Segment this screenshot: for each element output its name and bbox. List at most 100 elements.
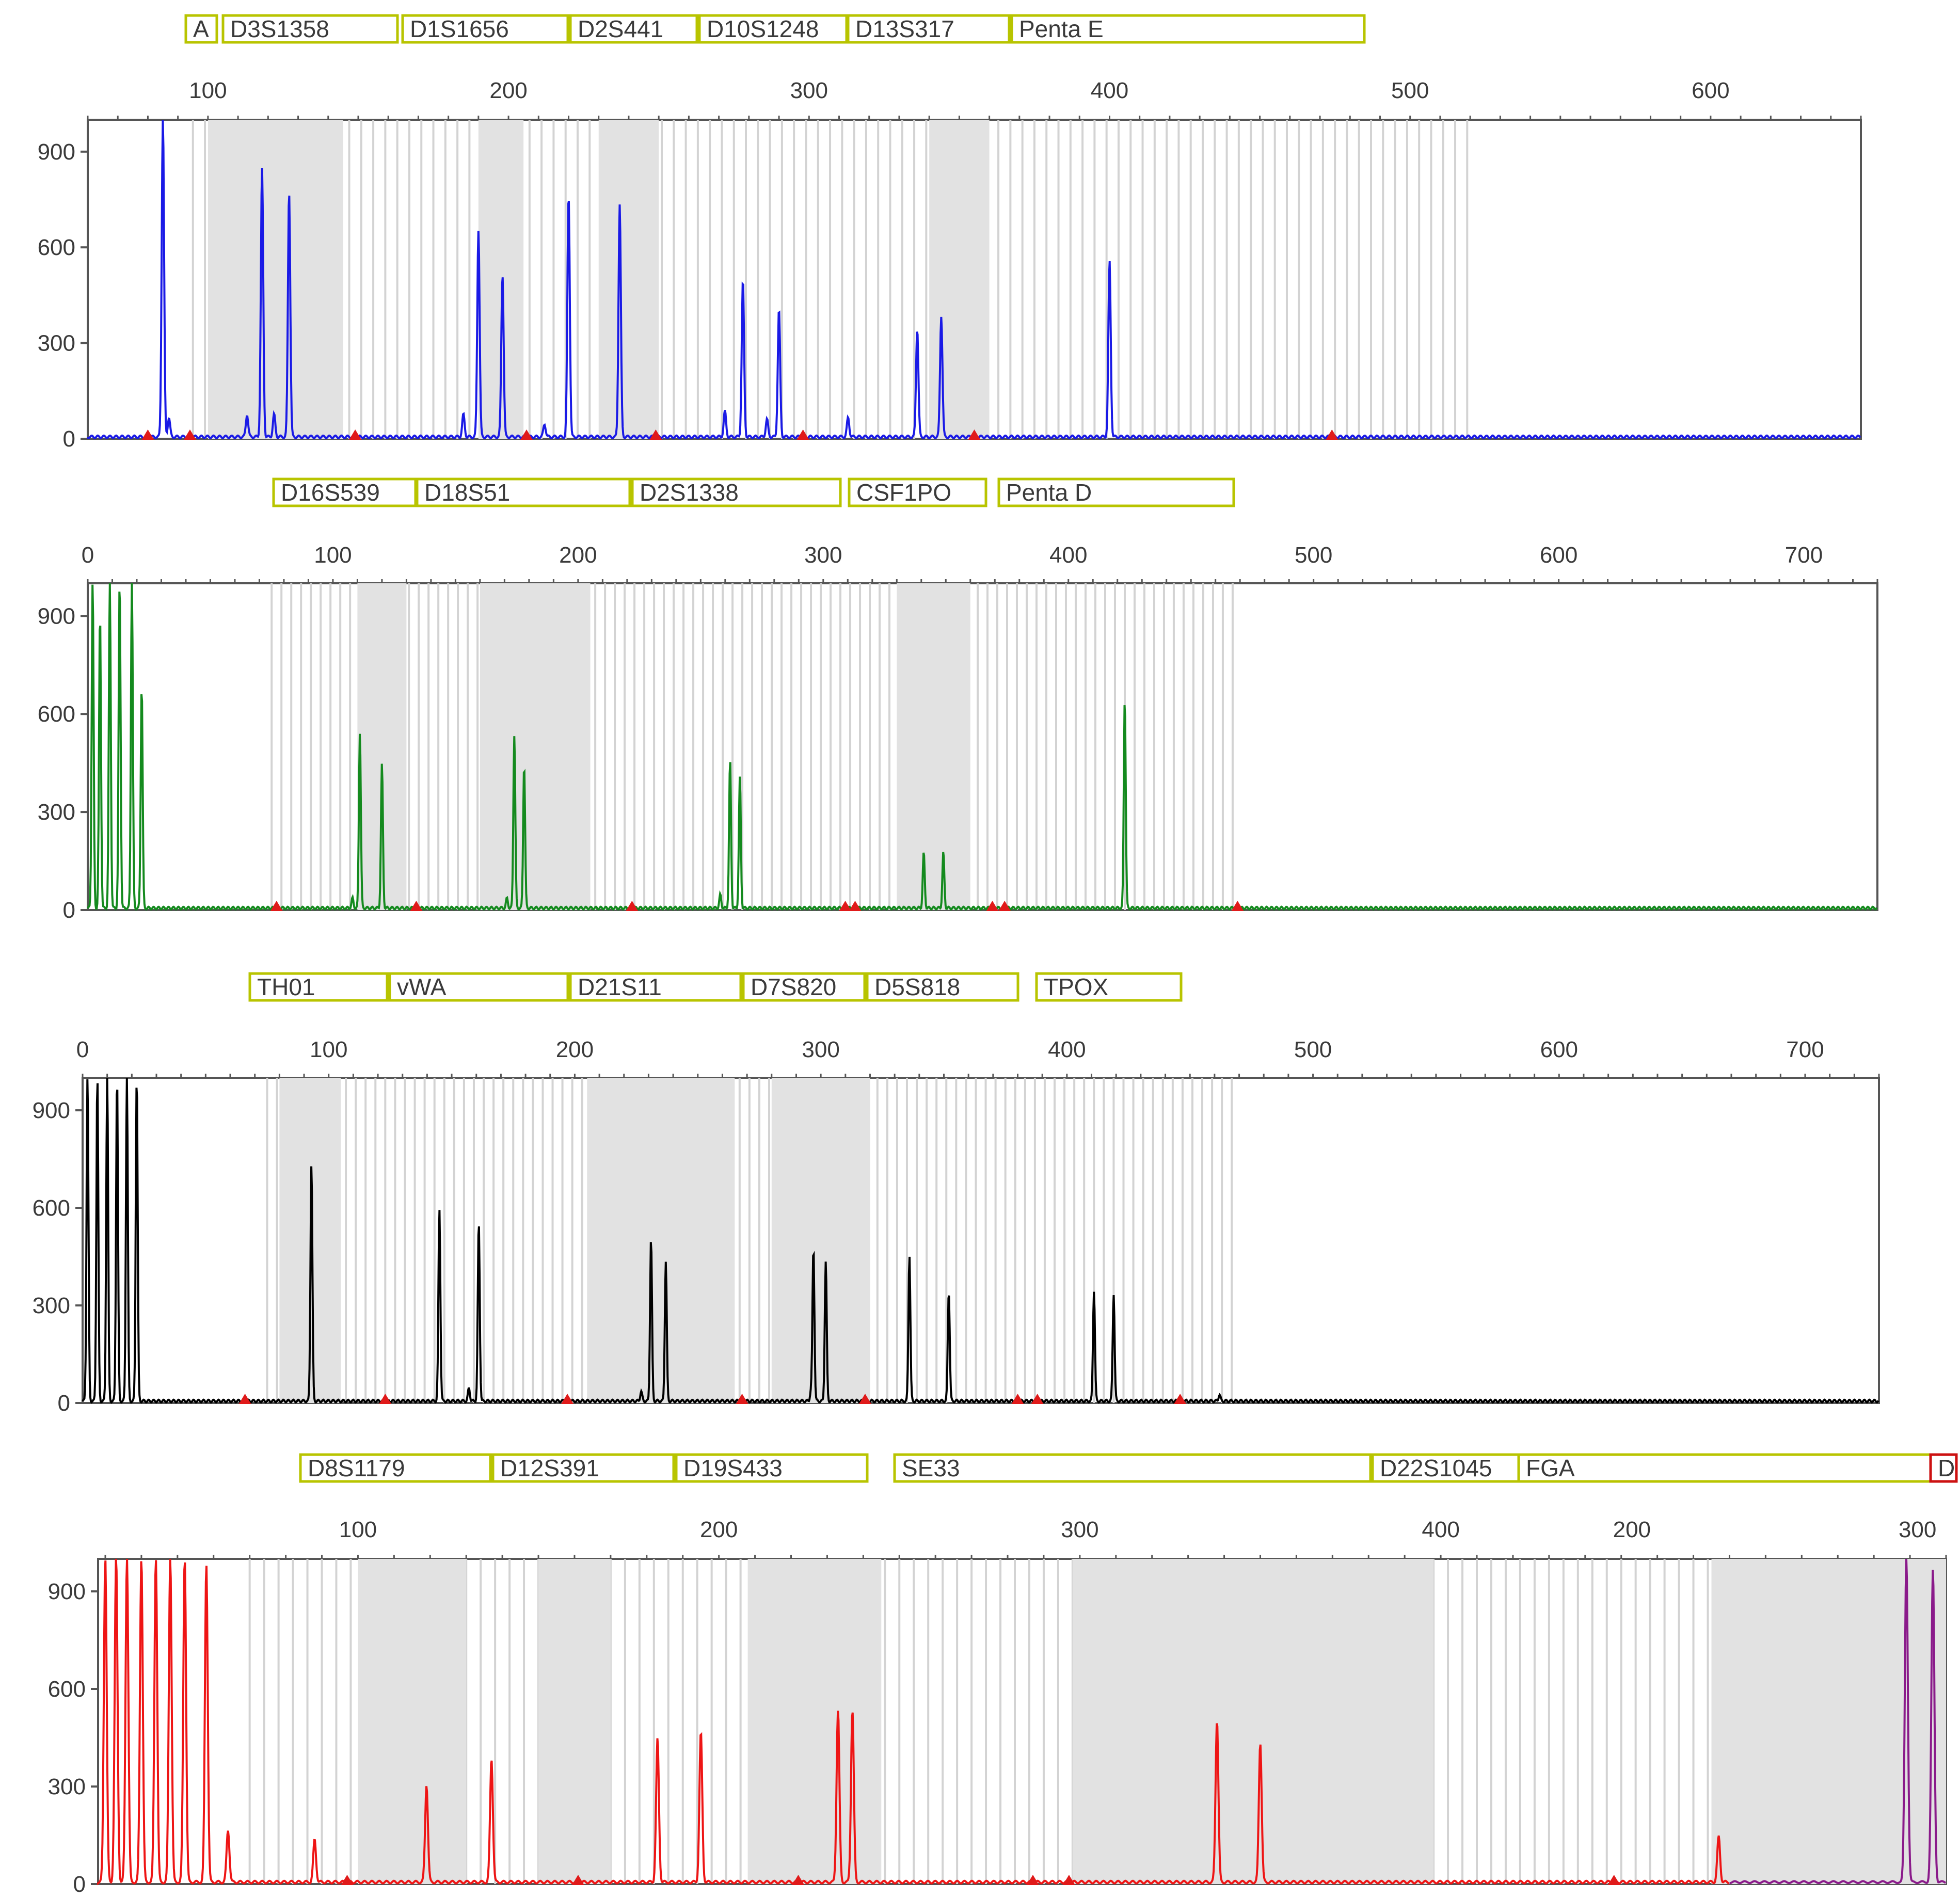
flag-marker [849, 901, 862, 911]
bin-band [897, 583, 970, 910]
marker-box [184, 14, 218, 44]
x-axis: 100 200 300 400 500 600 [87, 78, 1862, 120]
marker-label: A [193, 15, 209, 42]
marker-label: D7S820 [751, 974, 836, 1000]
y-tick-label: 600 [48, 1677, 86, 1702]
x-tick-label: 300 [1899, 1517, 1936, 1542]
bin-band [587, 1078, 735, 1403]
marker-box [401, 14, 569, 44]
y-tick-label: 300 [33, 1293, 70, 1318]
marker-header: D16S539 D18S51 D2S1338 CSF1PO Penta D [272, 477, 1235, 507]
x-tick-label: 100 [189, 78, 227, 103]
bin-band [358, 1559, 467, 1884]
marker-box [388, 972, 569, 1002]
x-tick-label: 0 [82, 543, 94, 568]
y-tick-label: 900 [38, 603, 75, 629]
y-tick-label: 0 [63, 426, 75, 452]
x-tick-label: 100 [310, 1037, 347, 1062]
marker-box [893, 1453, 1372, 1483]
y-tick-label: 600 [38, 235, 75, 260]
marker-label: TH01 [257, 974, 315, 1000]
bin-band [208, 120, 343, 439]
x-tick-label: 400 [1091, 78, 1128, 103]
flag-marker [736, 1394, 748, 1404]
marker-label: D2S441 [578, 15, 663, 42]
plot-frame [82, 1077, 1880, 1404]
marker-label: D [1938, 1455, 1955, 1481]
bin-band [1072, 1559, 1434, 1884]
x-tick-label: 200 [556, 1037, 594, 1062]
flag-marker [1031, 1394, 1044, 1404]
y-tick-label: 600 [33, 1195, 70, 1221]
y-tick-label: 900 [48, 1579, 86, 1604]
x-axis: 0 100 200 300 400 500 600 700 [82, 543, 1878, 583]
x-tick-label: 100 [339, 1517, 377, 1542]
flag-marker [183, 429, 196, 440]
marker-box [221, 14, 399, 44]
marker-label: D1S1656 [410, 15, 509, 42]
marker-label: D10S1248 [707, 15, 819, 42]
flag-marker [349, 429, 362, 440]
flag-marker [410, 901, 423, 911]
marker-label: D18S51 [424, 479, 510, 506]
flag-marker [1174, 1394, 1187, 1404]
bin-band [538, 1559, 611, 1884]
y-axis: 0 300 600 900 [33, 1098, 83, 1416]
bin-band [357, 583, 407, 910]
x-tick-label: 400 [1048, 1037, 1086, 1062]
y-tick-label: 300 [38, 331, 75, 356]
marker-box [1517, 1453, 1932, 1483]
y-tick-label: 300 [38, 800, 75, 825]
y-tick-label: 600 [38, 701, 75, 727]
panel-2: D16S539 D18S51 D2S1338 CSF1PO Penta D 0 300 600… [38, 477, 1878, 923]
marker-label: FGA [1526, 1455, 1575, 1481]
bin-band [1711, 1559, 1946, 1884]
bin-band [771, 1078, 870, 1403]
x-tick-label: 200 [559, 543, 597, 568]
x-tick-label: 600 [1692, 78, 1729, 103]
flags [270, 901, 1244, 911]
x-tick-label: 600 [1540, 1037, 1578, 1062]
flag-marker [796, 429, 809, 440]
marker-label: D21S11 [578, 974, 662, 1000]
marker-label: D8S1179 [308, 1455, 405, 1481]
marker-box [631, 477, 842, 507]
marker-box [997, 477, 1235, 507]
marker-box [1371, 1453, 1520, 1483]
flag-marker [986, 901, 999, 911]
marker-header: D8S1179 D12S391 D19S433 SE33 D22S1045 FGA D [299, 1453, 1958, 1483]
x-tick-label: 300 [804, 543, 842, 568]
flag-marker [792, 1875, 805, 1885]
marker-box [1035, 972, 1183, 1002]
panel-4: D8S1179 D12S391 D19S433 SE33 D22S1045 FGA D 0 30… [48, 1453, 1958, 1897]
marker-box [272, 477, 417, 507]
bin-band [747, 1559, 882, 1884]
flags [141, 429, 1338, 440]
y-tick-label: 900 [38, 139, 75, 165]
marker-box [569, 14, 698, 44]
x-tick-label: 100 [314, 543, 352, 568]
y-tick-label: 0 [73, 1872, 86, 1897]
flag-marker [858, 1394, 871, 1404]
trace-line [97, 1558, 1730, 1886]
marker-header: TH01 vWA D21S11 D7S820 D5S818 TPOX [248, 972, 1183, 1002]
marker-label: D13S317 [855, 15, 954, 42]
marker-label: Penta D [1006, 479, 1092, 506]
flag-marker [968, 429, 981, 440]
bin-band [929, 120, 990, 439]
marker-label: D22S1045 [1380, 1455, 1492, 1481]
x-axis: 100 200 300 400 200 300 [104, 1517, 1947, 1559]
x-tick-label: 200 [489, 78, 527, 103]
trace-line-purple [1729, 1558, 1947, 1885]
flag-marker [520, 429, 533, 440]
flag-marker [649, 429, 662, 440]
flags [341, 1875, 1620, 1885]
y-tick-label: 900 [33, 1098, 70, 1123]
marker-label: D19S433 [683, 1455, 783, 1481]
x-tick-label: 400 [1049, 543, 1087, 568]
flag-marker [1326, 429, 1338, 440]
flag-marker [270, 901, 283, 911]
marker-box [1010, 14, 1366, 44]
flag-marker [1062, 1875, 1075, 1885]
